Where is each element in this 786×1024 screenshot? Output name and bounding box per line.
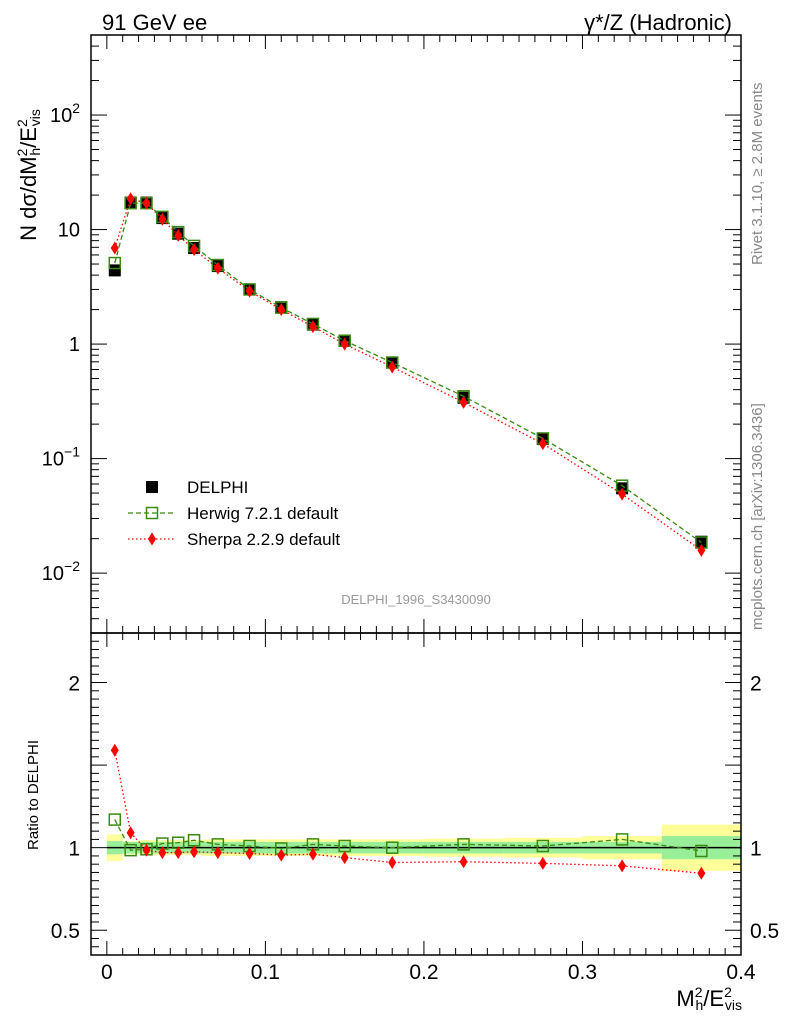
y-tick-label: 10−1 (42, 444, 80, 471)
legend-marker (146, 481, 158, 493)
ratio-point-0 (615, 833, 629, 846)
y-tick-label: 102 (50, 100, 80, 127)
y-tick-label-right: 2 (750, 673, 762, 696)
data-point-1 (108, 256, 122, 270)
main-panel: 10−2 10−1 1 10 102 (42, 34, 742, 634)
data-point-0 (695, 535, 708, 548)
legend-marker (145, 506, 159, 520)
ratio-point-1 (277, 848, 286, 862)
ratio-point-1 (340, 851, 349, 865)
legend-marker (148, 532, 156, 546)
ratio-point-1 (110, 743, 119, 757)
data-point-2 (126, 192, 135, 206)
series-line-2 (114, 197, 702, 551)
x-tick-label: 0.3 (568, 961, 597, 984)
series-line-1 (114, 202, 702, 544)
y-tick-label-right: 0.5 (750, 920, 779, 943)
ratio-point-1 (158, 846, 167, 860)
header-right: γ*/Z (Hadronic) (584, 10, 732, 35)
x-tick-label: 0.4 (726, 961, 756, 984)
data-point-2 (308, 320, 317, 334)
analysis-label: DELPHI_1996_S3430090 (341, 592, 491, 607)
mcplots-info: mcplots.cern.ch [arXiv:1306.3436] (749, 403, 766, 630)
ratio-point-1 (618, 859, 627, 873)
ratio-point-0 (695, 844, 708, 858)
main-y-axis-label: N dσ/dM2h/E2vis (14, 109, 43, 241)
data-point-2 (213, 261, 222, 275)
y-tick-label: 1 (69, 334, 80, 356)
data-point-0 (108, 264, 121, 277)
ratio-point-1 (190, 845, 199, 859)
x-axis-label: M2 h/E2 vis (676, 984, 742, 1013)
legend: DELPHI Herwig 7.2.1 default Sherpa 2.2.9 d… (128, 478, 340, 549)
ratio-point-1 (142, 843, 151, 857)
data-point-2 (277, 303, 286, 317)
ratio-point-1 (459, 855, 468, 869)
ratio-line-1 (114, 750, 702, 874)
data-point-2 (388, 360, 397, 374)
ratio-point-0 (108, 813, 122, 826)
ratio-point-1 (697, 866, 706, 880)
ratio-point-1 (538, 856, 547, 870)
legend-label: Herwig 7.2.1 default (187, 504, 338, 523)
ratio-frame (90, 632, 742, 956)
data-point-2 (110, 241, 119, 255)
ratio-panel: 0.5 0.5 1 1 2 2 (51, 632, 779, 956)
data-point-2 (538, 437, 547, 451)
ratio-point-1 (126, 826, 135, 840)
data-point-2 (459, 395, 468, 409)
ratio-point-1 (245, 846, 254, 860)
ratio-point-1 (174, 846, 183, 860)
legend-label: Sherpa 2.2.9 default (187, 530, 340, 549)
rivet-info: Rivet 3.1.10, ≥ 2.8M events (749, 83, 766, 266)
data-point-2 (190, 242, 199, 256)
legend-label: DELPHI (187, 478, 248, 497)
svg-text:M2h/E2vis: M2 h/E2 vis (676, 984, 742, 1013)
data-point-2 (174, 228, 183, 242)
data-point-2 (142, 196, 151, 210)
svg-text:N dσ/dM2h/E2vis: N dσ/dM2h/E2vis (14, 109, 43, 241)
y-tick-label: 10−2 (42, 558, 80, 585)
ratio-point-1 (308, 847, 317, 861)
x-tick-label: 0.1 (251, 961, 280, 984)
data-point-2 (697, 543, 706, 557)
ratio-line-0 (114, 819, 702, 852)
ratio-y-axis-label: Ratio to DELPHI (25, 740, 42, 850)
x-tick-label: 0 (101, 961, 113, 984)
x-tick-label: 0.2 (409, 961, 438, 984)
y-tick-label: 10 (58, 220, 80, 242)
header-left: 91 GeV ee (102, 10, 207, 35)
ratio-point-1 (388, 856, 397, 870)
ratio-point-0 (124, 843, 137, 857)
ratio-point-0 (457, 838, 470, 851)
ratio-point-0 (385, 841, 399, 854)
data-point-2 (618, 487, 627, 501)
y-tick-label: 2 (68, 673, 80, 696)
y-tick-label-right: 1 (750, 838, 762, 861)
ratio-point-1 (213, 846, 222, 860)
y-tick-label: 0.5 (51, 920, 80, 943)
data-point-2 (158, 212, 167, 226)
data-point-2 (245, 284, 254, 298)
y-tick-label: 1 (68, 838, 80, 861)
ratio-point-0 (536, 839, 550, 853)
data-point-2 (340, 337, 349, 351)
